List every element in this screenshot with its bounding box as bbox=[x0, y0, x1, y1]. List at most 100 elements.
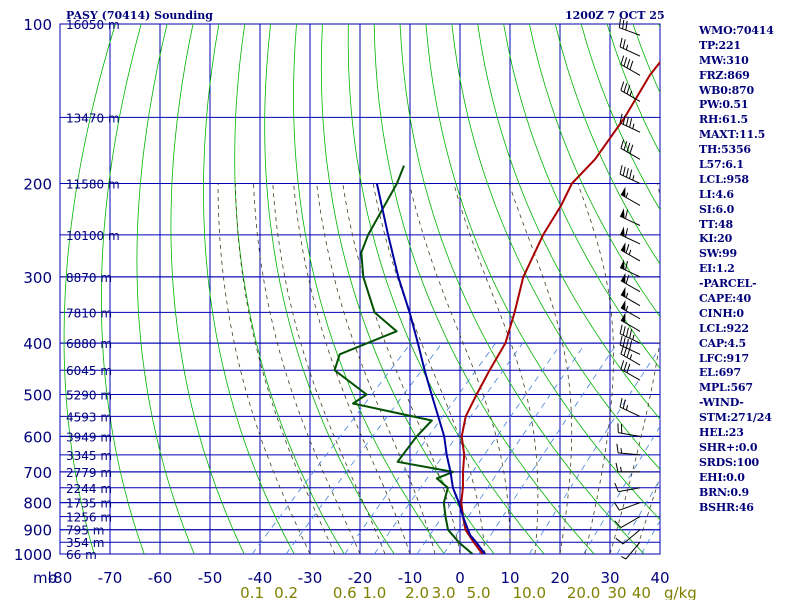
dry-adiabat-line bbox=[101, 24, 145, 554]
dry-adiabat-line bbox=[293, 24, 445, 554]
index-item: BSHR:46 bbox=[699, 500, 754, 514]
index-item: TT:48 bbox=[699, 217, 733, 231]
index-item: HEL:23 bbox=[699, 426, 744, 440]
isobar-isotherm-grid bbox=[59, 23, 661, 555]
temperature-tick-label: -70 bbox=[98, 569, 123, 587]
moist-adiabat-line bbox=[508, 183, 573, 554]
height-label: 3949 m bbox=[66, 430, 112, 444]
sounding-traces bbox=[333, 60, 660, 554]
pressure-tick-label: 200 bbox=[23, 176, 52, 194]
index-item: -WIND- bbox=[699, 396, 744, 410]
index-item: PW:0.51 bbox=[699, 98, 749, 112]
dry-adiabat-line bbox=[136, 24, 195, 554]
height-label: 2779 m bbox=[66, 466, 112, 480]
index-item: LFC:917 bbox=[699, 351, 749, 365]
dry-adiabat-line bbox=[63, 24, 116, 554]
index-item: SI:6.0 bbox=[699, 202, 735, 216]
dry-adiabat-line bbox=[529, 24, 660, 318]
wind-barb bbox=[620, 242, 641, 262]
index-item: SRDS:100 bbox=[699, 455, 759, 469]
mixing-ratio-line bbox=[285, 342, 443, 554]
temperature-tick-label: -10 bbox=[398, 569, 423, 587]
temperature-tick-label: -50 bbox=[198, 569, 223, 587]
mixing-ratio-line bbox=[443, 342, 586, 554]
wind-barb bbox=[620, 286, 641, 307]
pressure-tick-label: 100 bbox=[23, 16, 52, 34]
temperature-tick-label: -30 bbox=[298, 569, 323, 587]
index-item: MAXT:11.5 bbox=[699, 128, 766, 142]
moist-adiabat-line bbox=[316, 183, 436, 554]
dewpoint-trace bbox=[333, 165, 474, 554]
wind-barb bbox=[620, 272, 641, 293]
pressure-tick-label: 700 bbox=[23, 464, 52, 482]
height-label: 8870 m bbox=[66, 271, 112, 285]
moist-adiabat-line bbox=[453, 183, 539, 554]
index-item: KI:20 bbox=[699, 232, 733, 246]
temperature-tick-label: -60 bbox=[148, 569, 173, 587]
temperature-tick-label: 10 bbox=[500, 569, 519, 587]
wind-barb bbox=[619, 397, 641, 417]
temperature-tick-label: -40 bbox=[248, 569, 273, 587]
pressure-tick-label: 500 bbox=[23, 387, 52, 405]
wind-barb bbox=[614, 516, 641, 529]
index-item: WMO:70414 bbox=[699, 24, 774, 37]
index-item: LCL:922 bbox=[699, 321, 749, 335]
index-item: EHI:0.0 bbox=[699, 470, 745, 484]
height-label: 1735 m bbox=[66, 497, 112, 511]
dry-adiabat-line bbox=[320, 24, 495, 554]
mixing-ratio-label: 20.0 bbox=[567, 584, 600, 600]
height-label: 16050 m bbox=[66, 18, 120, 32]
index-item: EL:697 bbox=[699, 366, 741, 380]
wind-barb bbox=[618, 18, 641, 36]
height-label: 4593 m bbox=[66, 410, 112, 424]
height-label: 1256 m bbox=[66, 511, 112, 525]
temperature-tick-label: -80 bbox=[48, 569, 73, 587]
index-item: SW:99 bbox=[699, 247, 737, 261]
stability-indices-list: WMO:70414 TP:221 MW:310 FRZ:869 WB0:870 PW:0.… bbox=[699, 24, 774, 515]
wind-barb bbox=[613, 502, 641, 511]
index-item: TP:221 bbox=[699, 38, 741, 52]
mixing-ratio-label: 40 bbox=[632, 584, 651, 600]
mixing-ratio-label: 5.0 bbox=[467, 584, 491, 600]
index-item: -PARCEL- bbox=[699, 277, 757, 291]
dry-adiabat-line bbox=[788, 24, 800, 554]
moist-adiabat-line bbox=[272, 183, 386, 554]
wind-barb bbox=[621, 541, 641, 560]
height-label: 795 m bbox=[66, 524, 104, 538]
dry-adiabat-line bbox=[425, 24, 660, 521]
sounding-time: 1200Z 7 OCT 25 bbox=[565, 9, 665, 22]
wind-barb bbox=[620, 55, 641, 76]
mixing-ratio-label: 3.0 bbox=[432, 584, 456, 600]
parcel-trace bbox=[375, 183, 486, 554]
pressure-tick-label: 300 bbox=[23, 269, 52, 287]
station-title: PASY (70414) Sounding bbox=[66, 9, 213, 22]
wind-barb bbox=[619, 324, 641, 344]
moist-adiabat-line bbox=[293, 183, 411, 554]
moist-adiabat-line bbox=[253, 183, 361, 554]
wind-barb bbox=[619, 37, 641, 57]
index-item: CINH:0 bbox=[699, 306, 744, 320]
index-item: BRN:0.9 bbox=[699, 485, 749, 499]
wind-barb bbox=[620, 345, 641, 366]
wind-barbs bbox=[613, 18, 641, 560]
wind-barb bbox=[615, 462, 641, 473]
moist-adiabat-line bbox=[235, 183, 336, 554]
temperature-tick-label: -20 bbox=[348, 569, 373, 587]
height-label: 6045 m bbox=[66, 364, 112, 378]
height-label: 7810 m bbox=[66, 306, 112, 320]
wind-barb bbox=[620, 139, 641, 160]
mixing-ratio-label: 10.0 bbox=[513, 584, 546, 600]
index-item: WB0:870 bbox=[699, 83, 754, 97]
dry-adiabat-line bbox=[347, 24, 545, 554]
wind-barb bbox=[616, 443, 641, 456]
moist-adiabat-line bbox=[609, 183, 660, 554]
height-label: 5290 m bbox=[66, 389, 112, 403]
mixing-ratio-line bbox=[251, 342, 412, 554]
index-item: STM:271/24 bbox=[699, 411, 772, 425]
dry-adiabat-line bbox=[554, 24, 660, 265]
temperature-tick-label: 40 bbox=[650, 569, 669, 587]
wind-barb bbox=[619, 259, 641, 278]
moist-adiabat-line bbox=[342, 183, 461, 554]
pressure-tick-label: 900 bbox=[23, 522, 52, 540]
